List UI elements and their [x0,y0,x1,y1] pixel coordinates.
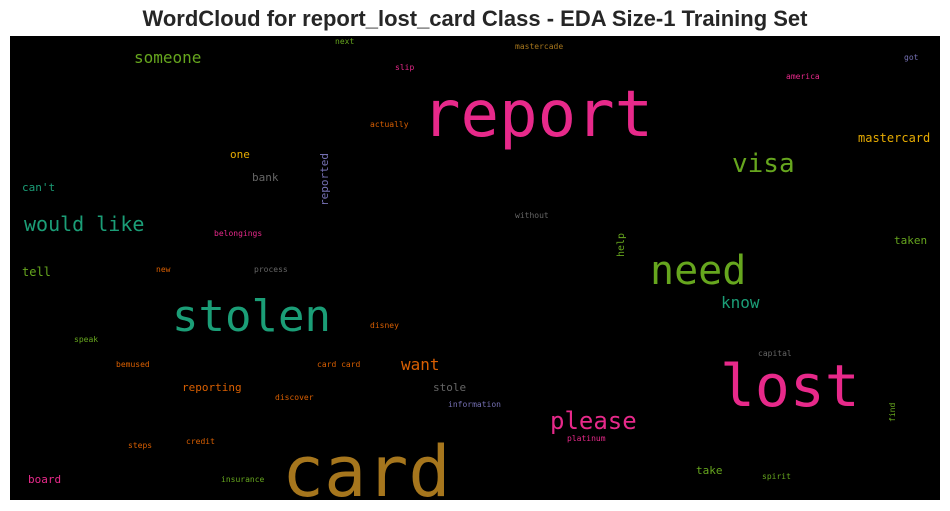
word-visa: visa [732,149,795,179]
word-bank: bank [252,171,279,184]
word-one: one [230,148,250,161]
word-need: need [650,248,746,294]
word-information: information [448,400,501,409]
word-new: new [156,265,171,274]
word-actually: actually [370,120,409,129]
word-help: help [616,233,627,257]
word-mastercard: mastercard [858,131,930,145]
word-mastercade: mastercade [515,42,563,51]
wordcloud-svg: report card lost stolen need visa please would … [22,37,930,500]
word-process: process [254,265,288,274]
word-please: please [550,407,637,435]
word-lost: lost [720,352,860,420]
word-reporting: reporting [182,381,242,394]
word-find: find [888,403,897,422]
word-know: know [721,293,760,312]
word-discover: discover [275,393,314,402]
word-can-t: can't [22,181,55,194]
word-taken: taken [894,234,927,247]
word-got: got [904,53,919,62]
word-spirit: spirit [762,472,791,481]
word-without: without [515,211,549,220]
word-america: america [786,72,820,81]
word-credit: credit [186,437,215,446]
chart-title: WordCloud for report_lost_card Class - E… [142,6,808,31]
word-reported: reported [318,153,331,206]
word-card-card: card card [317,360,361,369]
word-next: next [335,37,354,46]
word-bemused: bemused [116,360,150,369]
word-stole: stole [433,381,466,394]
word-belongings: belongings [214,229,262,238]
word-would-like: would like [24,212,144,236]
word-report: report [422,78,653,152]
word-someone: someone [134,48,201,67]
word-want: want [401,355,440,374]
wordcloud-panel: report card lost stolen need visa please would … [10,36,940,500]
word-disney: disney [370,321,399,330]
word-platinum: platinum [567,434,606,443]
word-card: card [282,431,451,500]
word-stolen: stolen [172,291,331,342]
word-insurance: insurance [221,475,265,484]
word-capital: capital [758,349,792,358]
word-tell: tell [22,265,51,279]
word-speak: speak [74,335,98,344]
word-steps: steps [128,441,152,450]
word-slip: slip [395,63,414,72]
word-take: take [696,464,723,477]
word-board: board [28,473,61,486]
